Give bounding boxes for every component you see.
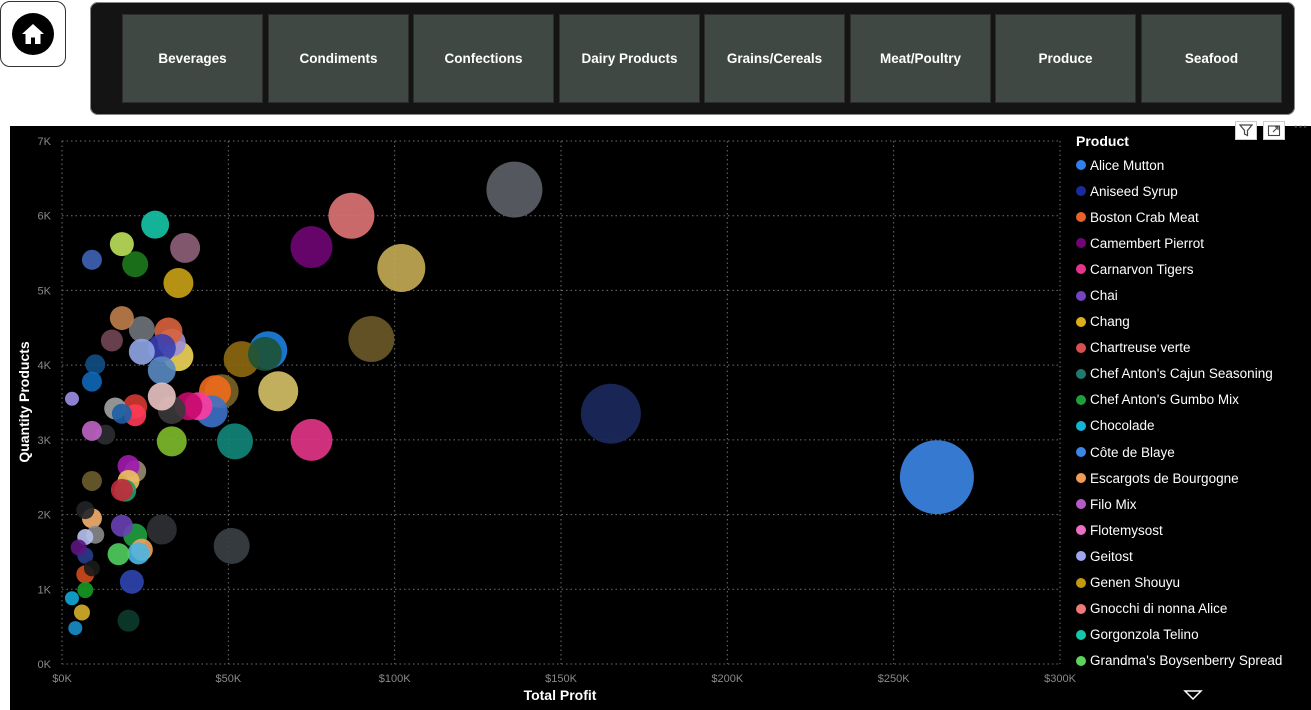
legend-marker <box>1076 525 1086 536</box>
legend-item[interactable]: Filo Mix <box>1076 491 1306 517</box>
legend-marker <box>1076 160 1086 171</box>
legend-marker <box>1076 577 1086 588</box>
legend-label: Alice Mutton <box>1090 157 1165 173</box>
legend-item[interactable]: Geitost <box>1076 543 1306 569</box>
legend-marker <box>1076 447 1086 458</box>
filter-icon[interactable] <box>1235 121 1257 140</box>
legend-label: Genen Shouyu <box>1090 575 1181 591</box>
legend-item[interactable]: Grandma's Boysenberry Spread <box>1076 648 1306 674</box>
legend-item[interactable]: Gorgonzola Telino <box>1076 622 1306 648</box>
legend: Alice Mutton Aniseed Syrup Boston Crab Mea… <box>1076 152 1306 674</box>
legend-marker <box>1076 551 1086 562</box>
legend-label: Chang <box>1090 314 1130 330</box>
legend-item[interactable]: Chef Anton's Gumbo Mix <box>1076 387 1306 413</box>
legend-item[interactable]: Boston Crab Meat <box>1076 204 1306 230</box>
category-button[interactable]: Dairy Products <box>559 14 700 103</box>
home-button[interactable] <box>0 1 66 67</box>
legend-label: Grandma's Boysenberry Spread <box>1090 653 1283 669</box>
legend-marker <box>1076 499 1086 510</box>
legend-label: Boston Crab Meat <box>1090 209 1199 225</box>
legend-label: Gnocchi di nonna Alice <box>1090 601 1228 617</box>
legend-marker <box>1076 394 1086 405</box>
legend-label: Escargots de Bourgogne <box>1090 470 1239 486</box>
legend-marker <box>1076 264 1086 275</box>
legend-item[interactable]: Escargots de Bourgogne <box>1076 465 1306 491</box>
home-icon <box>12 13 54 55</box>
legend-item[interactable]: Chef Anton's Cajun Seasoning <box>1076 361 1306 387</box>
legend-label: Côte de Blaye <box>1090 444 1175 460</box>
legend-label: Chartreuse verte <box>1090 340 1191 356</box>
legend-title: Product <box>1076 133 1129 149</box>
legend-scroll-down-icon[interactable] <box>1183 688 1203 706</box>
legend-item[interactable]: Aniseed Syrup <box>1076 178 1306 204</box>
legend-item[interactable]: Gnocchi di nonna Alice <box>1076 596 1306 622</box>
legend-marker <box>1076 655 1086 666</box>
category-button[interactable]: Meat/Poultry <box>850 14 991 103</box>
more-options-icon[interactable]: ⋯ <box>1293 118 1309 134</box>
legend-marker <box>1076 238 1086 249</box>
legend-label: Chef Anton's Cajun Seasoning <box>1090 366 1273 382</box>
category-button[interactable]: Condiments <box>268 14 409 103</box>
legend-marker <box>1076 290 1086 301</box>
legend-label: Chai <box>1090 288 1118 304</box>
legend-label: Gorgonzola Telino <box>1090 627 1199 643</box>
legend-item[interactable]: Chang <box>1076 309 1306 335</box>
legend-label: Chef Anton's Gumbo Mix <box>1090 392 1239 408</box>
category-button[interactable]: Confections <box>413 14 554 103</box>
legend-label: Filo Mix <box>1090 496 1137 512</box>
legend-marker <box>1076 186 1086 197</box>
legend-item[interactable]: Alice Mutton <box>1076 152 1306 178</box>
category-button[interactable]: Beverages <box>122 14 263 103</box>
legend-item[interactable]: Chai <box>1076 282 1306 308</box>
legend-marker <box>1076 342 1086 353</box>
legend-label: Camembert Pierrot <box>1090 235 1205 251</box>
legend-item[interactable]: Côte de Blaye <box>1076 439 1306 465</box>
legend-label: Aniseed Syrup <box>1090 183 1178 199</box>
category-button[interactable]: Produce <box>995 14 1136 103</box>
legend-label: Flotemysost <box>1090 522 1163 538</box>
legend-marker <box>1076 603 1086 614</box>
legend-item[interactable]: Chartreuse verte <box>1076 335 1306 361</box>
legend-marker <box>1076 212 1086 223</box>
legend-marker <box>1076 420 1086 431</box>
legend-item[interactable]: Genen Shouyu <box>1076 570 1306 596</box>
legend-item[interactable]: Carnarvon Tigers <box>1076 256 1306 282</box>
legend-label: Carnarvon Tigers <box>1090 261 1194 277</box>
legend-label: Geitost <box>1090 548 1133 564</box>
legend-item[interactable]: Camembert Pierrot <box>1076 230 1306 256</box>
legend-label: Chocolade <box>1090 418 1155 434</box>
legend-marker <box>1076 368 1086 379</box>
category-button[interactable]: Grains/Cereals <box>704 14 845 103</box>
legend-marker <box>1076 629 1086 640</box>
legend-item[interactable]: Chocolade <box>1076 413 1306 439</box>
legend-marker <box>1076 316 1086 327</box>
legend-marker <box>1076 473 1086 484</box>
focus-mode-icon[interactable] <box>1263 121 1285 140</box>
category-button[interactable]: Seafood <box>1141 14 1282 103</box>
legend-item[interactable]: Flotemysost <box>1076 517 1306 543</box>
category-slicer: Beverages Condiments Confections Dairy P… <box>90 2 1295 115</box>
